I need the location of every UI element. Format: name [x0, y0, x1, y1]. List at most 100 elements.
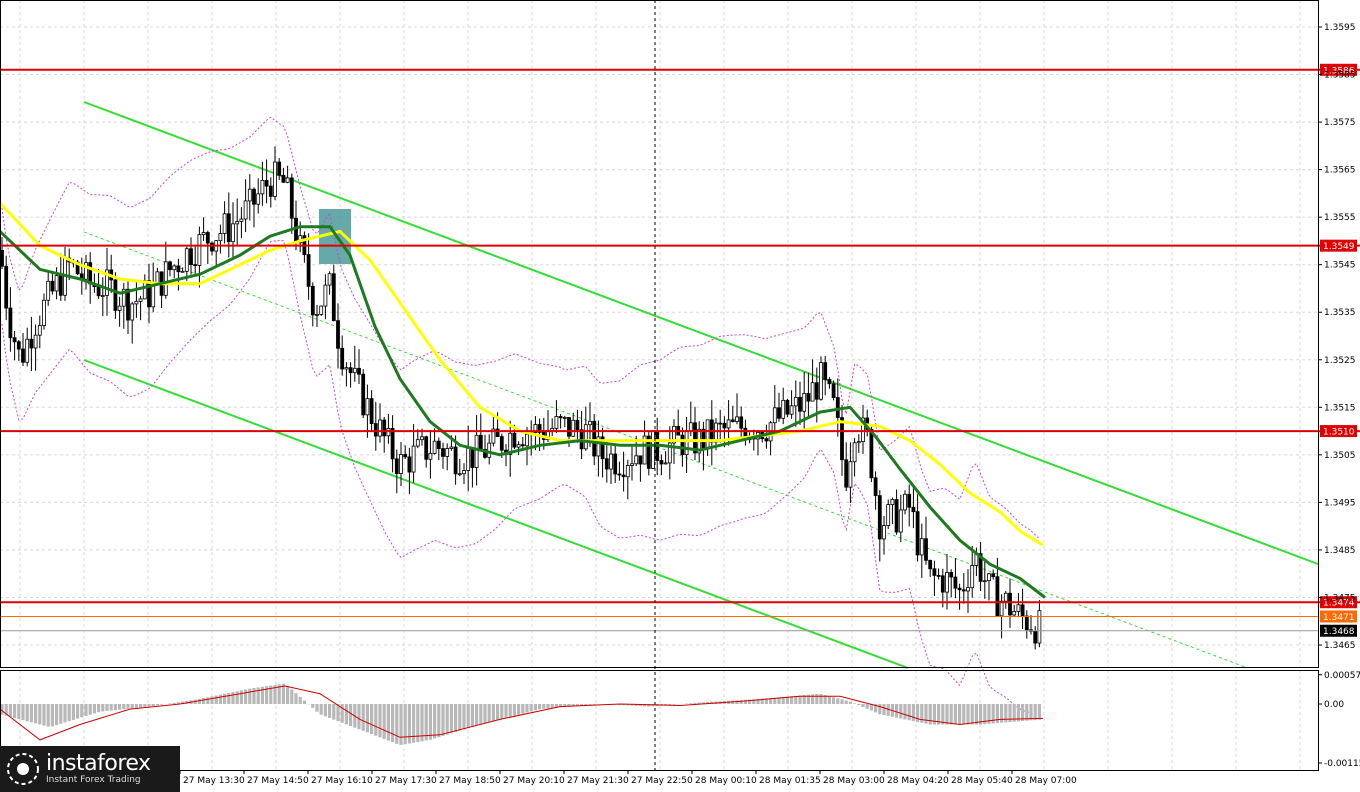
- macd-bar: [21, 704, 25, 721]
- candle-body: [562, 417, 567, 419]
- macd-bar: [8, 704, 12, 717]
- x-tick-label: 28 May 04:20: [887, 776, 949, 786]
- level-tag: [1320, 425, 1357, 438]
- candle-body: [499, 436, 504, 451]
- candle-body: [844, 459, 849, 488]
- macd-bar: [853, 703, 857, 704]
- candle-body: [936, 575, 941, 577]
- y-tick-label: 1.3535: [1324, 308, 1356, 318]
- candle-body: [894, 499, 899, 533]
- macd-bar: [533, 704, 537, 711]
- macd-bar: [622, 704, 626, 706]
- candle-body: [806, 393, 811, 402]
- candle-body: [688, 422, 693, 432]
- candle-body: [819, 362, 823, 400]
- macd-bar: [428, 704, 432, 740]
- candle-body: [1003, 592, 1008, 602]
- macd-bar: [38, 704, 42, 725]
- candle-body: [604, 458, 609, 470]
- candle-body: [533, 424, 538, 433]
- candle-body: [945, 572, 949, 593]
- candle-body: [105, 269, 109, 296]
- x-tick-label: 28 May 07:00: [1015, 776, 1077, 786]
- macd-bar: [92, 704, 96, 714]
- macd-bar: [323, 704, 327, 717]
- candle-body: [949, 572, 954, 578]
- macd-bar: [517, 704, 521, 715]
- candle-body: [46, 280, 51, 301]
- macd-bar: [1004, 704, 1008, 723]
- candle-body: [592, 420, 597, 457]
- brand-name: instaforex: [46, 750, 151, 776]
- macd-bar: [827, 696, 831, 704]
- candle-body: [621, 474, 626, 478]
- level-tag: [1320, 239, 1357, 252]
- macd-bar: [483, 704, 487, 724]
- candle-body: [176, 265, 181, 273]
- macd-bar: [760, 698, 764, 704]
- candle-body: [407, 456, 412, 473]
- macd-bar: [470, 704, 474, 727]
- macd-bar: [932, 704, 936, 725]
- candle-body: [961, 589, 966, 592]
- level-tag: [1320, 63, 1357, 76]
- macd-bar: [433, 704, 437, 739]
- candle-body: [130, 303, 135, 321]
- candle-body: [252, 188, 256, 205]
- macd-bar: [466, 704, 470, 729]
- candle-body: [638, 455, 643, 465]
- candle-body: [987, 573, 991, 582]
- candle-body: [789, 405, 794, 415]
- candle-body: [932, 568, 937, 576]
- macd-bar: [214, 695, 218, 704]
- x-tick-label: 27 May 13:30: [183, 776, 245, 786]
- candle-body: [814, 382, 819, 400]
- macd-bar: [844, 700, 848, 704]
- y-tick-label: 1.3545: [1324, 261, 1356, 271]
- macd-bar: [223, 693, 227, 704]
- candle-body: [575, 419, 580, 431]
- macd-bar: [777, 697, 781, 704]
- candle-body: [798, 397, 802, 412]
- brand-tagline: Instant Forex Trading: [46, 774, 141, 785]
- macd-bar: [848, 701, 852, 704]
- y-tick-label: 1.3525: [1324, 356, 1356, 366]
- candle-body: [147, 280, 151, 308]
- macd-bar: [454, 704, 458, 733]
- macd-bar: [122, 704, 126, 710]
- macd-bar: [630, 704, 634, 706]
- candle-body: [739, 416, 744, 429]
- candle-body: [403, 454, 408, 458]
- macd-bar: [25, 704, 29, 722]
- macd-bar: [697, 702, 701, 704]
- macd-bar: [445, 704, 449, 735]
- macd-bar: [538, 704, 542, 710]
- macd-bar: [332, 704, 336, 720]
- macd-bar: [160, 704, 164, 705]
- y-tick-label: 1.3505: [1324, 451, 1356, 461]
- macd-bar: [979, 704, 983, 725]
- macd-bar: [949, 704, 953, 725]
- candle-body: [16, 341, 21, 350]
- x-tick-label: 27 May 18:50: [439, 776, 501, 786]
- candle-body: [827, 379, 832, 385]
- macd-bar: [794, 695, 798, 704]
- macd-bar: [554, 704, 558, 708]
- price-label: 1.3468: [1323, 627, 1355, 637]
- macd-bar: [458, 704, 462, 731]
- candle-body: [310, 285, 315, 316]
- macd-bar: [878, 704, 882, 715]
- candle-body: [449, 446, 454, 449]
- candle-body: [802, 393, 807, 412]
- macd-bar: [113, 704, 117, 711]
- macd-bar: [143, 704, 147, 708]
- macd-bar: [311, 704, 315, 708]
- y-tick-label: 1.3595: [1324, 23, 1356, 33]
- x-tick-label: 28 May 01:35: [759, 776, 821, 786]
- macd-bar: [584, 704, 588, 706]
- candle-body: [705, 419, 710, 449]
- candle-body: [823, 362, 828, 380]
- macd-bar: [706, 702, 710, 704]
- x-tick-label: 28 May 05:40: [951, 776, 1013, 786]
- x-tick-label: 27 May 17:30: [375, 776, 437, 786]
